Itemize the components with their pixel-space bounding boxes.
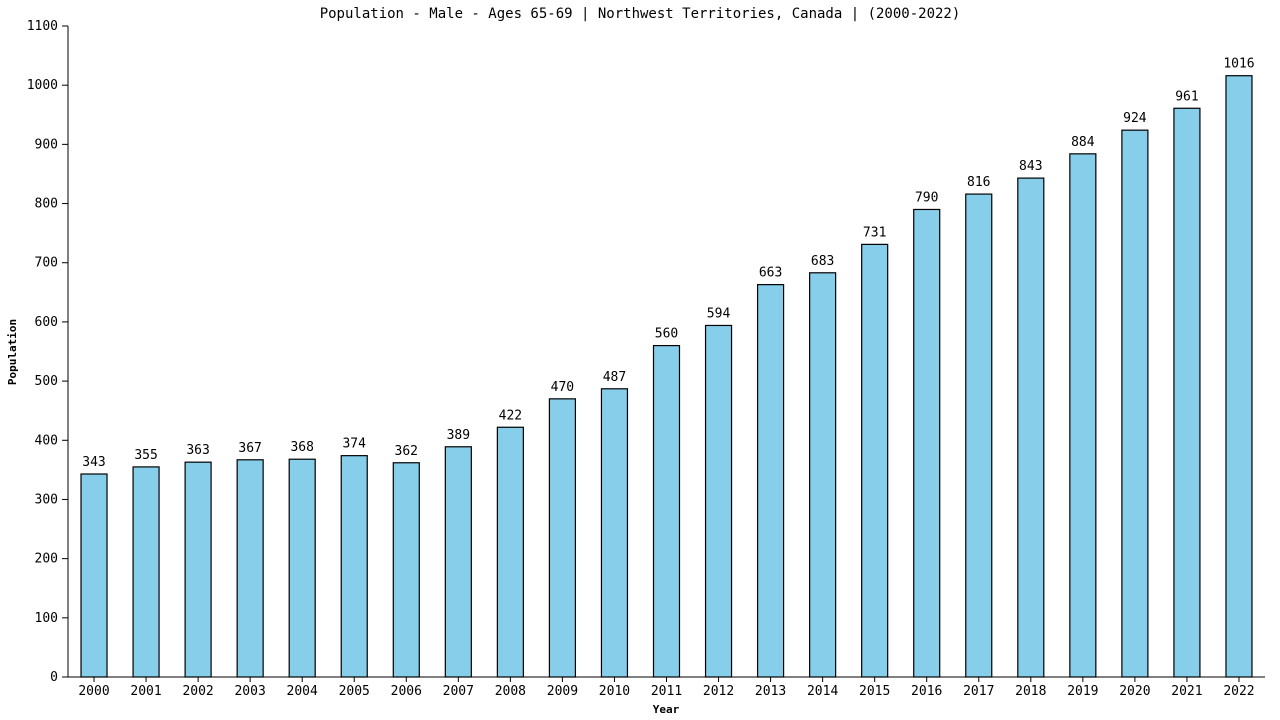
data-label: 924 (1123, 111, 1147, 126)
x-axis: 2000 2001 2002 2003 2004 2005 2006 2007 2008 2009… (68, 676, 1265, 699)
data-label: 1016 (1223, 57, 1254, 72)
x-tick-label: 2017 (963, 684, 994, 699)
bar (600, 388, 629, 678)
y-tick-label: 300 (35, 492, 58, 507)
bar (756, 284, 785, 678)
x-tick-label: 2011 (651, 684, 682, 699)
bar (496, 426, 524, 678)
data-label: 362 (395, 444, 418, 459)
bar (704, 324, 733, 678)
x-tick-label: 2004 (287, 684, 318, 699)
y-tick-label: 1100 (27, 19, 58, 34)
x-tick-label: 2013 (755, 684, 786, 699)
x-tick-label: 2002 (182, 684, 213, 699)
bar (1017, 177, 1045, 678)
bar (288, 458, 316, 678)
data-label: 594 (707, 306, 731, 321)
data-label: 389 (447, 428, 470, 443)
x-tick-label: 2016 (911, 684, 942, 699)
data-label: 560 (655, 327, 678, 342)
bar (861, 243, 889, 678)
x-tick-label: 2012 (703, 684, 734, 699)
bar (809, 272, 837, 678)
bar (965, 193, 993, 678)
bar (184, 461, 212, 678)
y-tick-label: 500 (35, 374, 58, 389)
chart-title: Population - Male - Ages 65-69 | Northwe… (320, 6, 961, 22)
bars (80, 75, 1253, 678)
y-tick-label: 100 (35, 611, 58, 626)
data-labels: 343 355 363 367 368 374 362 389 422 470 487 560 594 6… (82, 57, 1254, 470)
data-label: 487 (603, 370, 626, 385)
data-label: 422 (499, 408, 522, 423)
y-tick-label: 400 (35, 433, 58, 448)
x-tick-label: 2005 (339, 684, 370, 699)
x-tick-label: 2003 (234, 684, 265, 699)
data-label: 790 (915, 190, 938, 205)
bar (236, 459, 264, 678)
bar (1069, 153, 1097, 678)
x-tick-label: 2018 (1015, 684, 1046, 699)
bar (444, 446, 472, 678)
bar (132, 466, 160, 678)
bar (913, 208, 941, 678)
x-axis-title: Year (653, 703, 680, 716)
y-axis-title: Population (6, 319, 19, 385)
y-tick-label: 1000 (27, 78, 58, 93)
x-tick-label: 2009 (547, 684, 578, 699)
data-label: 355 (134, 448, 157, 463)
y-tick-label: 800 (35, 197, 58, 212)
data-label: 367 (238, 441, 261, 456)
data-label: 368 (290, 440, 313, 455)
x-tick-label: 2021 (1171, 684, 1202, 699)
data-label: 731 (863, 225, 886, 240)
data-label: 663 (759, 266, 782, 281)
bar (80, 473, 108, 678)
y-tick-label: 0 (50, 670, 58, 685)
bar (1225, 75, 1253, 678)
bar (1121, 129, 1149, 678)
bar (340, 455, 368, 678)
x-tick-label: 2000 (78, 684, 109, 699)
data-label: 961 (1175, 89, 1198, 104)
x-tick-label: 2015 (859, 684, 890, 699)
x-tick-label: 2022 (1223, 684, 1254, 699)
x-tick-label: 2006 (391, 684, 422, 699)
x-tick-label: 2008 (495, 684, 526, 699)
x-tick-label: 2007 (443, 684, 474, 699)
data-label: 374 (342, 437, 366, 452)
bar (652, 344, 681, 678)
x-tick-label: 2010 (599, 684, 630, 699)
x-tick-label: 2019 (1067, 684, 1098, 699)
y-tick-label: 600 (35, 315, 58, 330)
data-label: 343 (82, 455, 105, 470)
y-tick-label: 200 (35, 552, 58, 567)
data-label: 470 (551, 380, 574, 395)
bar (548, 398, 577, 678)
data-label: 884 (1071, 135, 1095, 150)
bar (1173, 107, 1201, 678)
x-tick-label: 2001 (130, 684, 161, 699)
y-tick-label: 900 (35, 137, 58, 152)
x-tick-label: 2020 (1119, 684, 1150, 699)
data-label: 816 (967, 175, 990, 190)
y-axis: 0 100 200 300 400 500 600 700 800 900 1000 1100 (27, 19, 69, 685)
y-tick-label: 700 (35, 256, 58, 271)
bar (392, 462, 420, 678)
x-tick-label: 2014 (807, 684, 838, 699)
data-label: 683 (811, 254, 834, 269)
data-label: 363 (186, 443, 209, 458)
data-label: 843 (1019, 159, 1042, 174)
